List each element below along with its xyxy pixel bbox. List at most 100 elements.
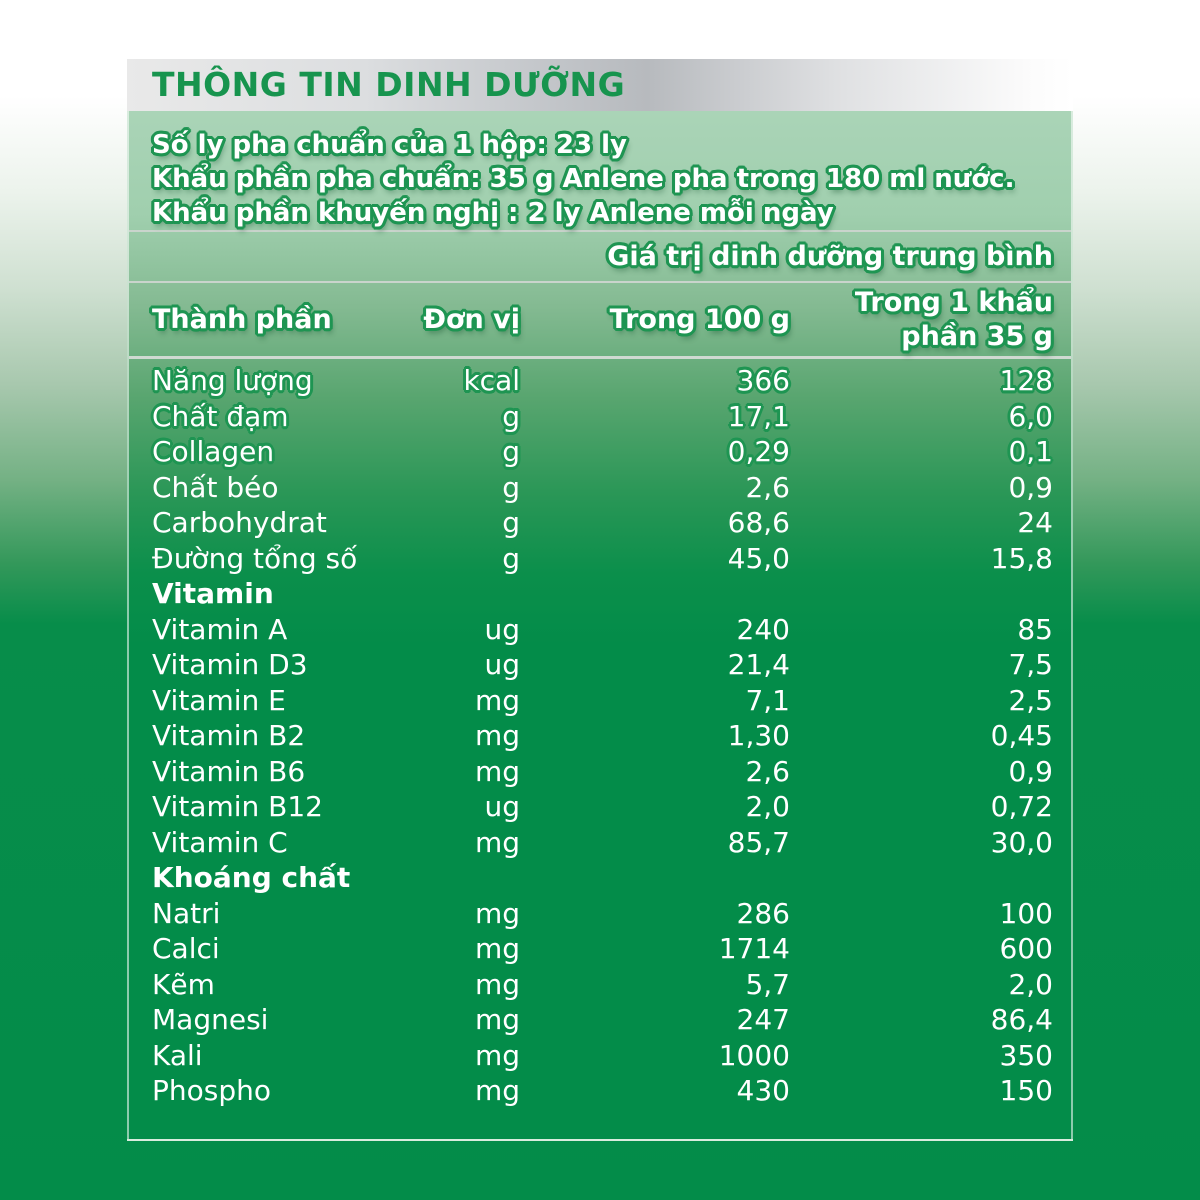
row-per-100g: 85,7 (727, 825, 790, 859)
row-per-100g: 2,0 (745, 790, 790, 823)
row-per-serving: 86,4 (990, 1003, 1053, 1036)
row-unit: mg (474, 932, 520, 965)
row-per-serving: 350 (999, 1038, 1053, 1072)
table-section-row-minerals: Khoáng chất (129, 860, 1071, 896)
table-row: Vitamin C mg 85,7 30,0 (129, 825, 1071, 861)
row-name: Phospho (152, 1074, 271, 1107)
row-name: Vitamin E (152, 683, 286, 717)
row-per-serving: 15,8 (990, 541, 1053, 575)
section-title: Khoáng chất (152, 861, 351, 894)
row-unit: kcal (463, 364, 520, 397)
row-name: Vitamin C (152, 825, 288, 859)
row-unit: g (502, 470, 520, 504)
row-per-serving: 128 (999, 364, 1053, 397)
row-per-serving: 2,5 (1008, 683, 1053, 717)
row-name: Vitamin B12 (152, 790, 323, 823)
table-row: Chất đạm g 17,1 6,0 (129, 399, 1071, 435)
row-per-100g: 0,29 (727, 435, 790, 468)
row-unit: g (502, 541, 520, 575)
row-name: Calci (152, 932, 220, 965)
row-per-serving: 0,9 (1008, 754, 1053, 788)
serving-info-line-2: Khẩu phần pha chuẩn: 35 g Anlene pha tro… (152, 164, 1015, 194)
table-column-headers: Thành phần Đơn vị Trong 100 g Trong 1 kh… (129, 283, 1071, 356)
row-name: Kẽm (152, 967, 215, 1001)
row-name: Chất đạm (152, 399, 289, 433)
table-row: Phospho mg 430 150 (129, 1073, 1071, 1109)
table-row: Natri mg 286 100 (129, 896, 1071, 932)
row-per-serving: 0,45 (990, 719, 1053, 752)
row-unit: g (502, 435, 520, 468)
row-unit: mg (474, 1003, 520, 1036)
page-title: THÔNG TIN DINH DƯỠNG (152, 65, 626, 104)
column-header-component: Thành phần (152, 304, 332, 335)
row-name: Carbohydrat (152, 506, 327, 539)
divider (129, 281, 1071, 283)
row-per-serving: 0,72 (990, 790, 1053, 823)
table-row: Vitamin B6 mg 2,6 0,9 (129, 754, 1071, 790)
row-unit: mg (474, 1074, 520, 1107)
row-per-100g: 45,0 (727, 541, 790, 575)
table-row: Kẽm mg 5,7 2,0 (129, 967, 1071, 1003)
nutrition-panel: THÔNG TIN DINH DƯỠNG Số ly pha chuẩn của… (127, 59, 1073, 1141)
row-per-serving: 7,5 (1008, 648, 1053, 681)
row-per-serving: 30,0 (990, 825, 1053, 859)
table-row: Vitamin B12 ug 2,0 0,72 (129, 789, 1071, 825)
column-header-per-100g: Trong 100 g (609, 304, 790, 335)
row-per-100g: 68,6 (727, 506, 790, 539)
serving-info-line-1: Số ly pha chuẩn của 1 hộp: 23 ly (152, 130, 627, 160)
row-per-100g: 430 (736, 1074, 790, 1107)
average-values-caption-row: Giá trị dinh dưỡng trung bình (129, 232, 1071, 281)
divider (129, 356, 1071, 359)
row-unit: mg (474, 1038, 520, 1072)
section-title: Vitamin (152, 577, 274, 610)
row-unit: g (502, 399, 520, 433)
row-per-serving: 85 (1017, 612, 1053, 646)
row-per-100g: 5,7 (745, 967, 790, 1001)
row-per-100g: 1000 (718, 1038, 790, 1072)
table-row: Năng lượng kcal 366 128 (129, 363, 1071, 399)
row-unit: mg (474, 967, 520, 1001)
table-row: Calci mg 1714 600 (129, 931, 1071, 967)
table-row: Vitamin D3 ug 21,4 7,5 (129, 647, 1071, 683)
column-header-unit: Đơn vị (423, 304, 520, 335)
column-header-per-serving: Trong 1 khẩu phần 35 g (854, 286, 1053, 352)
table-row: Đường tổng số g 45,0 15,8 (129, 541, 1071, 577)
row-per-100g: 366 (736, 364, 790, 397)
row-per-100g: 1714 (718, 932, 790, 965)
table-row: Vitamin B2 mg 1,30 0,45 (129, 718, 1071, 754)
row-per-serving: 600 (999, 932, 1053, 965)
nutrition-panel-body: Số ly pha chuẩn của 1 hộp: 23 ly Khẩu ph… (127, 111, 1073, 1141)
row-name: Vitamin B6 (152, 754, 306, 788)
row-unit: ug (484, 790, 520, 823)
row-unit: mg (474, 825, 520, 859)
row-name: Vitamin A (152, 612, 288, 646)
row-name: Natri (152, 896, 221, 930)
row-per-serving: 24 (1017, 506, 1053, 539)
row-per-100g: 1,30 (727, 719, 790, 752)
row-per-100g: 240 (736, 612, 790, 646)
row-per-100g: 247 (736, 1003, 790, 1036)
table-row: Carbohydrat g 68,6 24 (129, 505, 1071, 541)
row-per-serving: 150 (999, 1074, 1053, 1107)
row-name: Collagen (152, 435, 275, 468)
row-per-100g: 2,6 (745, 470, 790, 504)
table-row: Vitamin E mg 7,1 2,5 (129, 683, 1071, 719)
row-per-100g: 2,6 (745, 754, 790, 788)
table-row: Chất béo g 2,6 0,9 (129, 470, 1071, 506)
row-name: Năng lượng (152, 364, 313, 397)
row-per-serving: 100 (999, 896, 1053, 930)
row-name: Chất béo (152, 470, 279, 504)
table-row: Collagen g 0,29 0,1 (129, 434, 1071, 470)
row-unit: ug (484, 612, 520, 646)
row-unit: ug (484, 648, 520, 681)
row-name: Magnesi (152, 1003, 269, 1036)
row-per-100g: 17,1 (727, 399, 790, 433)
row-unit: mg (474, 683, 520, 717)
row-name: Vitamin D3 (152, 648, 308, 681)
row-name: Vitamin B2 (152, 719, 306, 752)
row-unit: mg (474, 719, 520, 752)
row-per-100g: 21,4 (727, 648, 790, 681)
serving-info: Số ly pha chuẩn của 1 hộp: 23 ly Khẩu ph… (129, 111, 1071, 230)
row-per-serving: 2,0 (1008, 967, 1053, 1001)
row-unit: g (502, 506, 520, 539)
